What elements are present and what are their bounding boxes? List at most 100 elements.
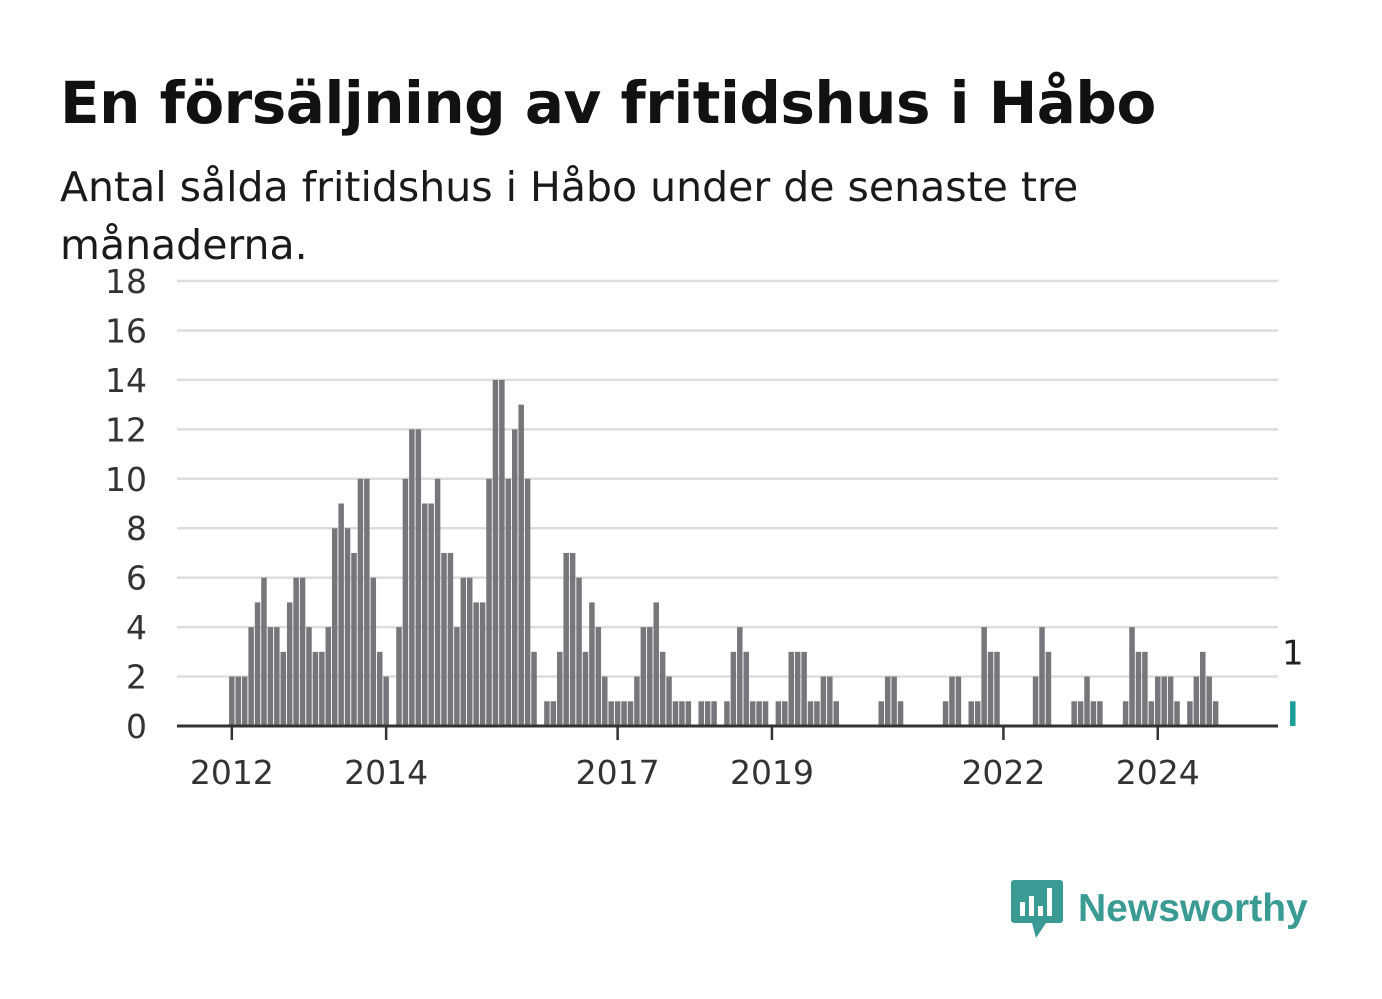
bar (788, 651, 794, 726)
bar (640, 627, 647, 726)
bar (479, 602, 486, 726)
bar (634, 676, 640, 726)
newsworthy-logo: Newsworthy (1010, 876, 1308, 942)
chart-subtitle: Antal sålda fritidshus i Håbo under de s… (60, 163, 1079, 269)
bar (550, 701, 557, 726)
bar (409, 429, 415, 726)
bar (814, 701, 820, 726)
bar (261, 577, 267, 726)
bar (499, 379, 505, 726)
bar (512, 429, 518, 726)
bar (794, 651, 801, 726)
bar (762, 701, 769, 726)
bar (1045, 651, 1052, 726)
bar (338, 503, 344, 726)
bar (942, 701, 949, 726)
bar (994, 651, 1000, 726)
bar (1097, 701, 1103, 726)
bar (1155, 676, 1161, 726)
bar (1148, 701, 1155, 726)
bar (621, 701, 627, 726)
y-tick-label: 8 (126, 509, 147, 548)
chart-title: En försäljning av fritidshus i Håbo (60, 69, 1156, 137)
bar (325, 627, 332, 726)
bar (557, 651, 563, 726)
y-tick-label: 0 (126, 707, 147, 746)
bar (454, 627, 460, 726)
bar (711, 701, 717, 726)
bar (685, 701, 692, 726)
bar (286, 602, 293, 726)
bar (653, 602, 659, 726)
bar (1206, 676, 1212, 726)
bar (878, 701, 885, 726)
bar (949, 676, 955, 726)
bar (666, 676, 672, 726)
bar (344, 528, 351, 726)
bar (466, 577, 473, 726)
bar (254, 602, 261, 726)
bar (415, 429, 422, 726)
bar (531, 651, 537, 726)
bar (460, 577, 467, 726)
bar (589, 602, 595, 726)
bar (672, 701, 679, 726)
bar (968, 701, 975, 726)
bar (1129, 627, 1135, 726)
bar (492, 379, 499, 726)
bar (595, 627, 602, 726)
x-tick-label: 2024 (1116, 753, 1200, 792)
bar (1084, 676, 1090, 726)
bar (1122, 701, 1129, 726)
bar (1135, 651, 1142, 726)
bar (248, 627, 254, 726)
bar (749, 701, 756, 726)
bar (724, 701, 730, 726)
bar (730, 651, 737, 726)
bar (1174, 701, 1180, 726)
bar (1187, 701, 1193, 726)
x-tick-label: 2017 (576, 753, 660, 792)
bar (229, 676, 235, 726)
y-tick-label: 12 (105, 410, 147, 449)
bar (357, 478, 364, 726)
bar (602, 676, 608, 726)
y-tick-label: 6 (126, 559, 147, 598)
bar-chart: 0 2 4 6 8 10 12 14 16 18 2012 2014 2017 2019 2022 2024… (105, 262, 1304, 792)
bar (396, 627, 402, 726)
bar (743, 651, 749, 726)
bar (376, 651, 383, 726)
bar (782, 701, 788, 726)
bar (370, 577, 377, 726)
bar (331, 528, 338, 726)
bar (1039, 627, 1045, 726)
bar (402, 478, 409, 726)
y-tick-label: 16 (105, 311, 147, 350)
bar (312, 651, 319, 726)
bar (563, 552, 569, 726)
bar (383, 676, 389, 726)
bar (241, 676, 248, 726)
bar (833, 701, 839, 726)
bar (306, 627, 312, 726)
bar (679, 701, 685, 726)
bar (1167, 676, 1174, 726)
bar (351, 552, 357, 726)
y-tick-label: 10 (105, 460, 147, 499)
bar (235, 676, 242, 726)
highlight-value-label: 1 (1282, 633, 1304, 673)
bar (987, 651, 994, 726)
bar (299, 577, 306, 726)
x-tick-label: 2014 (344, 753, 428, 792)
bar (704, 701, 711, 726)
bar (659, 651, 666, 726)
bar (524, 478, 531, 726)
bar (582, 651, 589, 726)
bar (884, 676, 891, 726)
bar (544, 701, 550, 726)
bar (267, 627, 274, 726)
bar (897, 701, 904, 726)
y-axis-ticks: 0 2 4 6 8 10 12 14 16 18 (105, 262, 147, 746)
bar (1161, 676, 1167, 726)
bar (807, 701, 814, 726)
